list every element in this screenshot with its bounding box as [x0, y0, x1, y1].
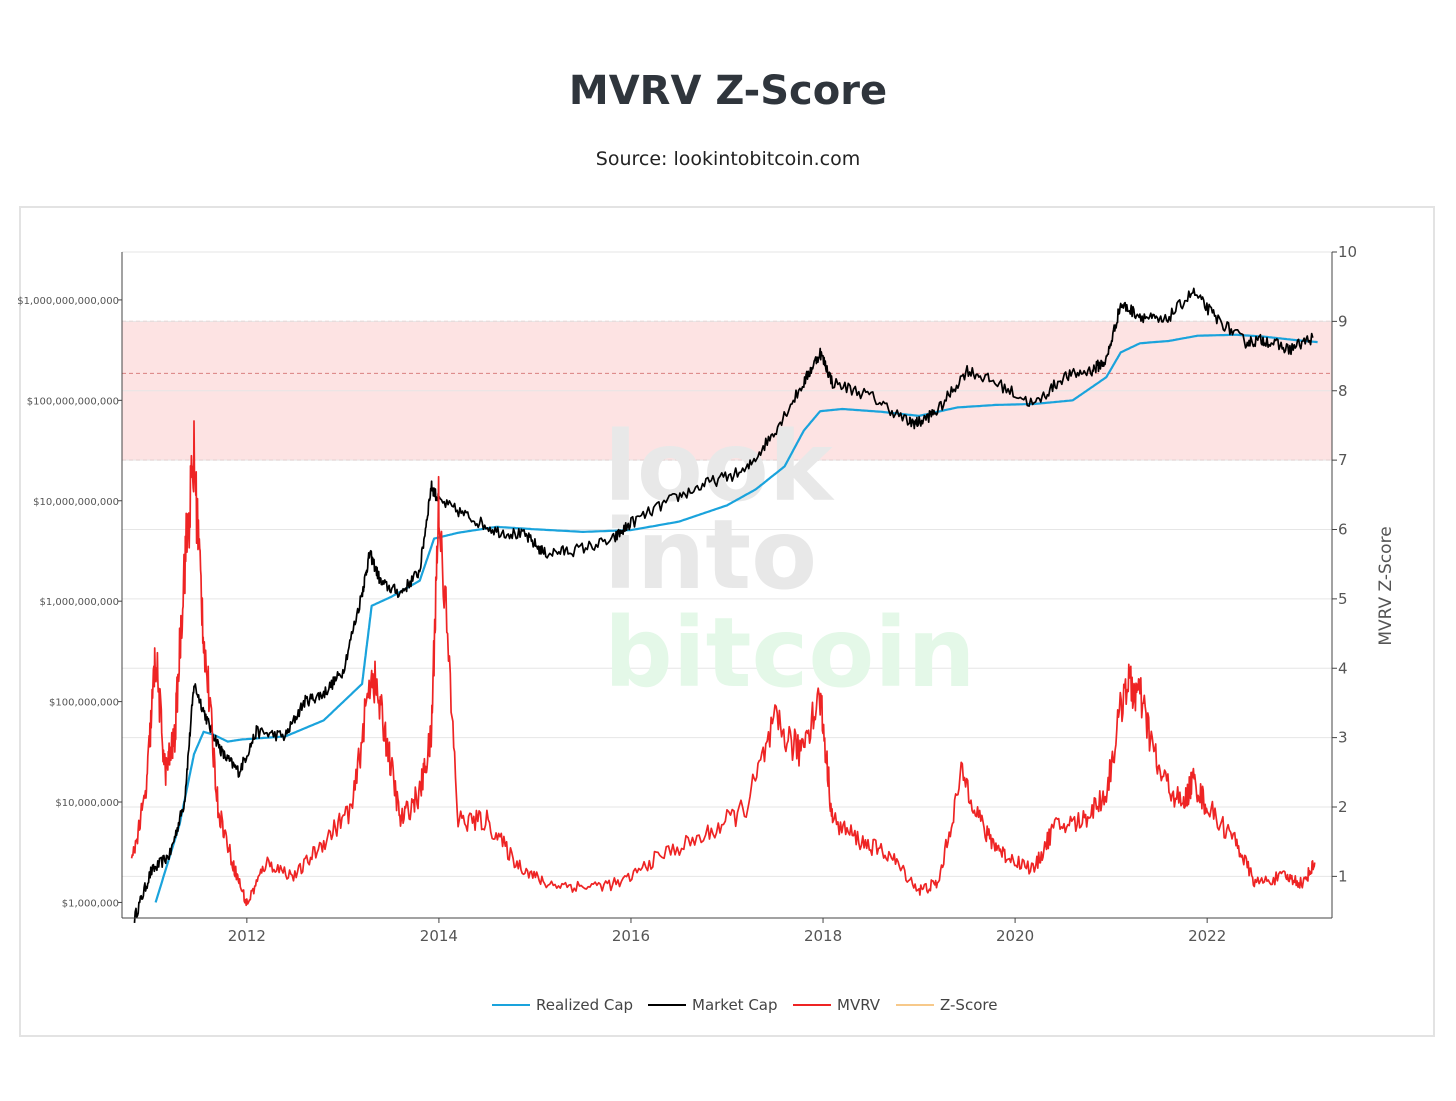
legend-item-mvrv[interactable]: MVRV: [793, 996, 881, 1014]
tick-labels: 2012 2014 2016 2018 2020 2022 $1,000,000 $10,00…: [17, 243, 1357, 945]
y-left-tick-label: $1,000,000,000,000: [17, 296, 119, 307]
x-tick-label: 2014: [420, 927, 458, 945]
y-left-tick-label: $10,000,000: [55, 798, 119, 809]
y-right-tick-label: 7: [1338, 451, 1348, 469]
y-right-tick-label: 2: [1338, 798, 1348, 816]
y-right-tick-label: 9: [1338, 312, 1348, 330]
x-tick-label: 2020: [996, 927, 1034, 945]
x-tick-label: 2022: [1188, 927, 1226, 945]
grid-lines: [122, 251, 1332, 877]
legend-label: Realized Cap: [536, 996, 633, 1014]
chart-frame: [19, 206, 1435, 1037]
x-tick-label: 2012: [228, 927, 266, 945]
x-tick-label: 2016: [612, 927, 650, 945]
y-right-tick-label: 6: [1338, 521, 1348, 539]
legend-item-z-score[interactable]: Z-Score: [896, 996, 997, 1014]
series-mvrv: [130, 420, 1316, 907]
y-left-tick-label: $1,000,000: [62, 898, 119, 909]
y-right-tick-label: 3: [1338, 729, 1348, 747]
legend-label: Z-Score: [940, 996, 997, 1014]
chart-title: MVRV Z-Score: [568, 68, 888, 114]
y-left-tick-label: $100,000,000,000: [27, 396, 119, 407]
series-market-cap: [133, 287, 1314, 923]
right-axis-title: MVRV Z-Score: [1376, 526, 1396, 645]
watermark-bitcoin: bitcoin: [604, 597, 976, 709]
series-lines: [130, 287, 1318, 923]
watermark-look: look: [604, 411, 835, 523]
y-right-tick-label: 10: [1338, 243, 1357, 261]
y-left-tick-label: $1,000,000,000: [39, 597, 119, 608]
legend[interactable]: Realized Cap Market Cap MVRV Z-Score: [492, 996, 997, 1014]
y-left-tick-label: $10,000,000,000: [33, 497, 119, 508]
y-left-tick-label: $100,000,000: [49, 698, 119, 709]
legend-item-market-cap[interactable]: Market Cap: [648, 996, 778, 1014]
watermark: look into bitcoin: [604, 411, 976, 709]
legend-item-realized-cap[interactable]: Realized Cap: [492, 996, 633, 1014]
series-realized-cap: [154, 333, 1318, 903]
y-right-tick-label: 5: [1338, 590, 1348, 608]
legend-label: MVRV: [837, 996, 881, 1014]
x-tick-label: 2018: [804, 927, 842, 945]
y-right-tick-label: 8: [1338, 382, 1348, 400]
chart-subtitle: Source: lookintobitcoin.com: [595, 148, 861, 170]
legend-label: Market Cap: [692, 996, 778, 1014]
y-right-tick-label: 4: [1338, 659, 1348, 677]
watermark-into: into: [604, 499, 817, 611]
y-right-tick-label: 1: [1338, 867, 1348, 885]
